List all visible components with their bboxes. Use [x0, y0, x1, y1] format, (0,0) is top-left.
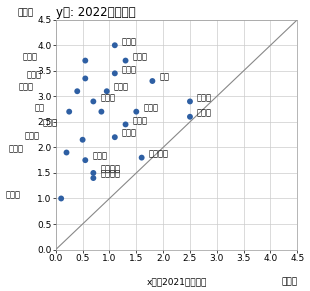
Point: [188, 114, 193, 119]
Point: [188, 99, 193, 104]
Text: 中野区: 中野区: [23, 52, 38, 61]
Text: 杉並区: 杉並区: [114, 83, 129, 92]
Point: [75, 89, 80, 93]
Text: x軸：2021年変動率: x軸：2021年変動率: [146, 277, 207, 286]
Text: 江東区: 江東区: [132, 116, 148, 125]
Point: [123, 122, 128, 127]
Point: [67, 109, 72, 114]
Point: [104, 89, 109, 93]
Point: [91, 171, 96, 175]
Text: 豊島区: 豊島区: [122, 65, 137, 74]
Point: [112, 135, 117, 139]
Point: [150, 79, 155, 83]
Text: （％）: （％）: [281, 277, 297, 286]
Text: 目黒区: 目黒区: [143, 103, 158, 112]
Text: 大田区: 大田区: [24, 131, 39, 140]
Text: 千代田区: 千代田区: [148, 149, 169, 158]
Point: [99, 109, 104, 114]
Point: [83, 158, 88, 162]
Text: 板橋区: 板橋区: [8, 144, 23, 153]
Text: 江戸川区: 江戸川区: [100, 164, 120, 173]
Point: [123, 58, 128, 63]
Point: [59, 196, 64, 201]
Text: 葛飾区: 葛飾区: [6, 190, 20, 199]
Point: [112, 43, 117, 48]
Point: [139, 155, 144, 160]
Text: 荒川区: 荒川区: [27, 70, 42, 79]
Text: 足立区: 足立区: [122, 129, 137, 138]
Text: 中央区: 中央区: [122, 37, 137, 46]
Text: 港区: 港区: [159, 73, 169, 81]
Text: 渋谷区: 渋谷区: [100, 93, 115, 102]
Text: 新宿区: 新宿区: [132, 52, 148, 61]
Text: （％）: （％）: [17, 8, 33, 17]
Text: 世田谷区: 世田谷区: [100, 170, 120, 179]
Point: [91, 176, 96, 180]
Point: [91, 99, 96, 104]
Text: 練馬区: 練馬区: [92, 152, 107, 161]
Text: 文京区: 文京区: [19, 83, 34, 92]
Text: 北区: 北区: [34, 103, 44, 112]
Text: 品川区: 品川区: [197, 93, 212, 102]
Text: 台東区: 台東区: [197, 108, 212, 117]
Point: [80, 137, 85, 142]
Text: 墨田区: 墨田区: [43, 118, 58, 127]
Point: [64, 150, 69, 155]
Point: [83, 58, 88, 63]
Text: y軸: 2022年変動率: y軸: 2022年変動率: [56, 6, 135, 19]
Point: [134, 109, 139, 114]
Point: [83, 76, 88, 81]
Point: [112, 71, 117, 76]
